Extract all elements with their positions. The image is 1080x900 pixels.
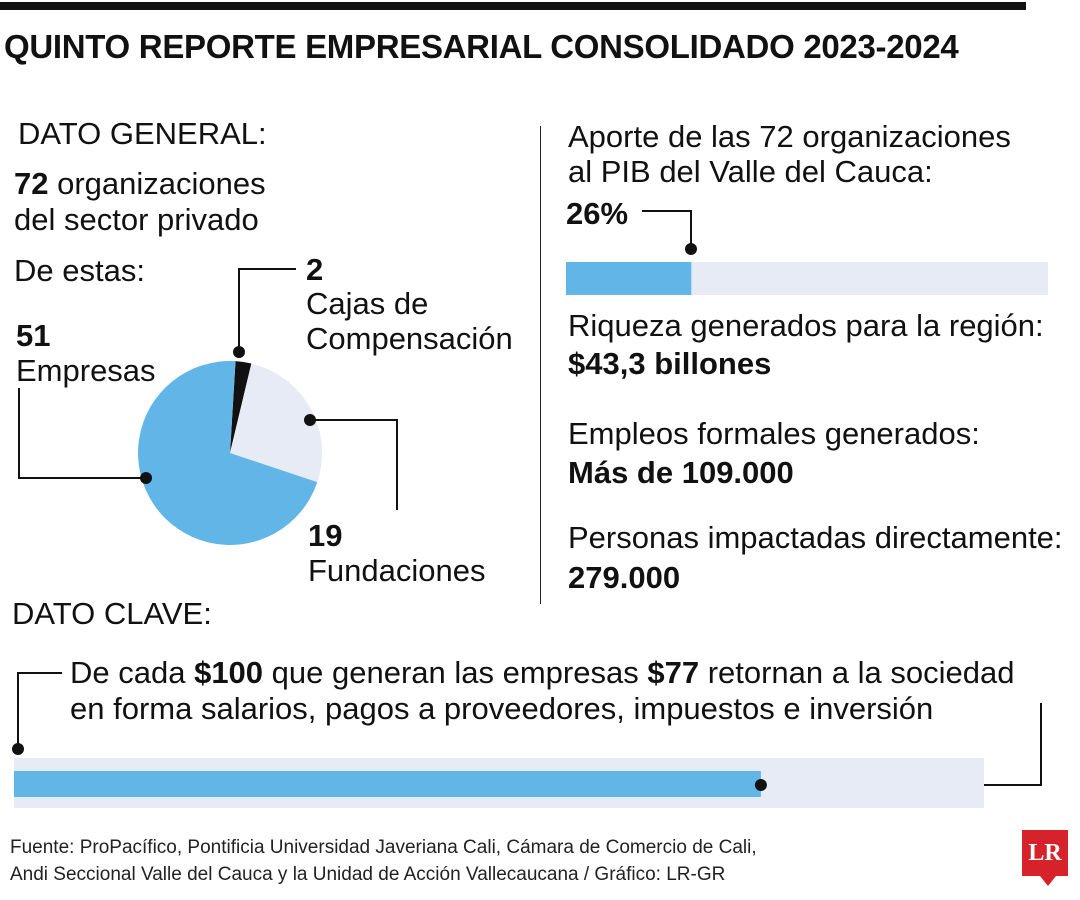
aporte-label-2: al PIB del Valle del Cauca:: [568, 154, 933, 189]
cajas-value: 2: [306, 252, 324, 287]
clave-heading: DATO CLAVE:: [12, 596, 212, 631]
top-rule: [0, 2, 1026, 10]
empresas-dot: [140, 472, 152, 484]
clave-line-2: en forma salarios, pagos a proveedores, …: [70, 691, 934, 726]
lr-logo-tail: [1040, 876, 1056, 886]
pie-chart: [137, 361, 323, 545]
aporte-label-1: Aporte de las 72 organizaciones: [568, 119, 1011, 154]
total-number: 72: [14, 166, 49, 201]
cajas-name-2: Compensación: [306, 321, 513, 356]
fundaciones-dot: [304, 414, 316, 426]
source-line-1: Fuente: ProPacífico, Pontificia Universi…: [10, 837, 757, 858]
source-note: Fuente: ProPacífico, Pontificia Universi…: [10, 834, 757, 888]
page-title: QUINTO REPORTE EMPRESARIAL CONSOLIDADO 2…: [4, 28, 959, 65]
clave-bar-fill: [14, 771, 761, 797]
clave-start-leader-line: [17, 672, 62, 749]
clave-text-a: De cada: [70, 655, 195, 690]
cajas-name-1: Cajas de: [306, 286, 429, 321]
empresas-leader-line: [18, 388, 146, 479]
source-line-2: Andi Seccional Valle del Cauca y la Unid…: [10, 864, 726, 885]
pie-slice-empresas: [137, 361, 318, 545]
aporte-dot: [685, 243, 697, 255]
aporte-progress-bar: [566, 243, 1048, 295]
empleos-label: Empleos formales generados:: [568, 416, 980, 451]
total-organizations: 72 organizaciones: [14, 166, 266, 202]
general-heading: DATO GENERAL:: [18, 116, 267, 151]
pie-slice-cajas: [230, 361, 252, 453]
clave-line-1: De cada $100 que generan las empresas $7…: [70, 655, 1014, 691]
clave-start-dot: [12, 743, 24, 755]
fundaciones-value: 19: [308, 518, 343, 553]
fundaciones-leader-line: [310, 419, 398, 510]
fundaciones-name: Fundaciones: [308, 553, 486, 588]
clave-end-dot: [754, 779, 767, 791]
personas-label: Personas impactadas directamente:: [568, 520, 1063, 555]
leader-dots: [140, 346, 316, 484]
clave-text-e: retornan a la sociedad: [699, 655, 1015, 690]
cajas-leader-line: [238, 268, 296, 352]
lr-logo: LR: [1022, 830, 1068, 876]
pie-slice-fundaciones: [230, 363, 323, 483]
clave-text-c: que generan las empresas: [263, 655, 648, 690]
total-text-2: del sector privado: [14, 202, 259, 237]
riqueza-label: Riqueza generados para la región:: [568, 308, 1044, 343]
clave-amount-77: $77: [647, 655, 700, 690]
aporte-value: 26%: [566, 196, 629, 231]
column-divider: [540, 126, 541, 604]
riqueza-value: $43,3 billones: [568, 346, 772, 381]
cajas-dot: [233, 346, 245, 358]
empresas-value: 51: [16, 318, 51, 353]
personas-value: 279.000: [568, 560, 681, 595]
breakdown-subtitle: De estas:: [14, 253, 145, 288]
empresas-name: Empresas: [16, 353, 156, 388]
aporte-leader-line: [642, 210, 692, 249]
clave-amount-100: $100: [194, 655, 264, 690]
total-text-1: organizaciones: [57, 166, 266, 201]
aporte-bar-fill: [566, 262, 692, 295]
clave-progress-bar: [12, 743, 984, 808]
empleos-value: Más de 109.000: [568, 455, 794, 490]
